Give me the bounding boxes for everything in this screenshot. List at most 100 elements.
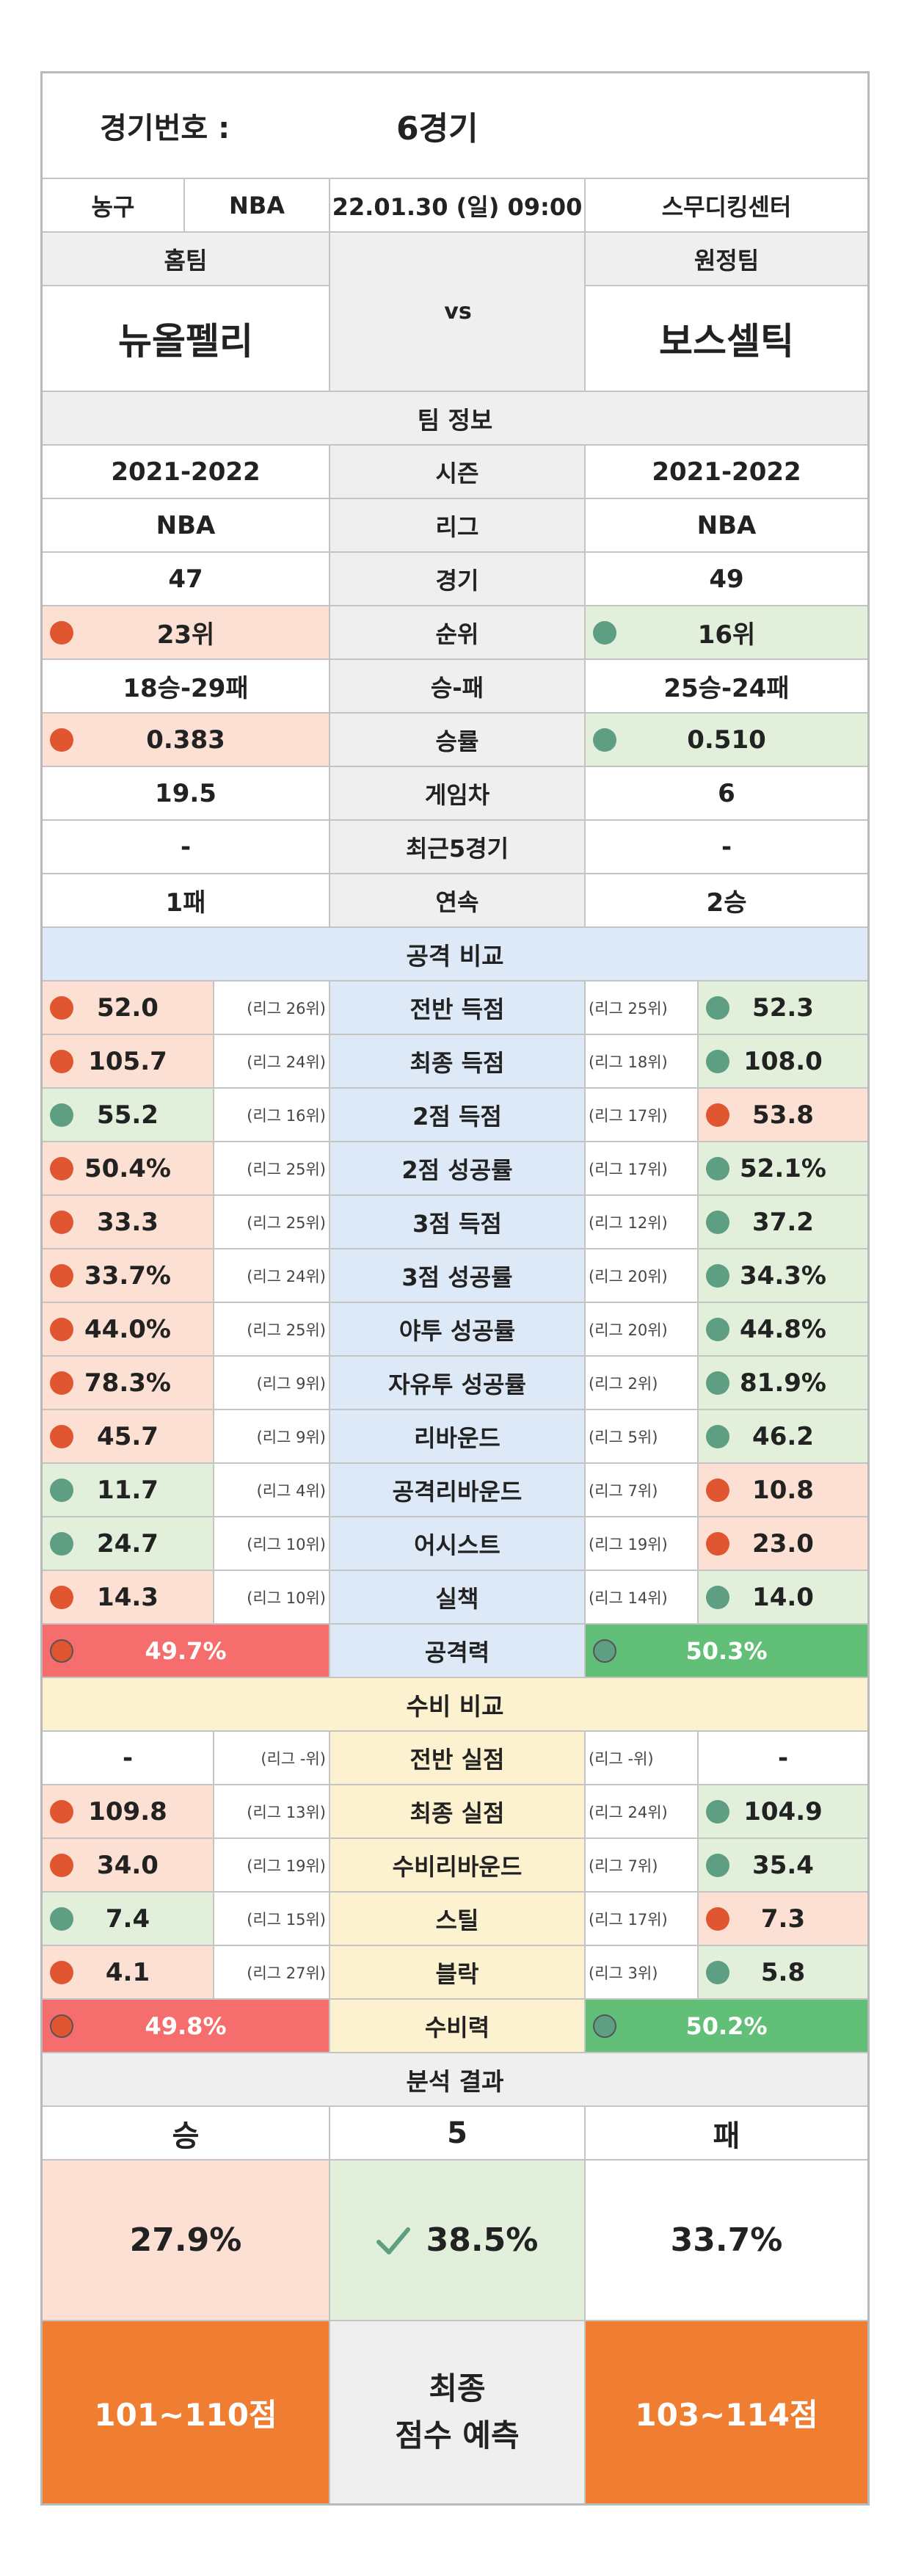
- away-value: 7.3: [760, 1904, 806, 1934]
- away-value: NBA: [696, 510, 757, 540]
- game-number-value: 6경기: [396, 110, 478, 148]
- home-value: 19.5: [155, 778, 216, 808]
- stat-label: 전반 실점: [410, 1745, 505, 1774]
- away-value: 108.0: [743, 1046, 823, 1076]
- status-dot-icon: [706, 995, 729, 1020]
- away-value: 37.2: [752, 1207, 814, 1237]
- home-rank: (리그 9위): [256, 1374, 326, 1393]
- away-rank: (리그 24위): [589, 1803, 668, 1821]
- team-info-row: 1패 연속 2승: [43, 874, 867, 928]
- home-value: 2021-2022: [111, 457, 261, 487]
- result-label-row: 승 5 패: [43, 2107, 867, 2160]
- stat-label: 순위: [435, 620, 479, 648]
- status-dot-icon: [593, 2014, 616, 2038]
- away-team-name: 보스셀틱: [659, 320, 794, 363]
- away-value: 0.510: [687, 725, 766, 755]
- stat-label: 최종 득점: [410, 1048, 505, 1077]
- stat-label: 실책: [435, 1584, 479, 1613]
- defense-row: 7.4 (리그 15위) 스틸 (리그 17위) 7.3: [43, 1893, 867, 1946]
- status-dot-icon: [593, 728, 616, 752]
- venue-cell: 스무디킹센터: [586, 179, 867, 233]
- stat-label: 자유투 성공률: [388, 1370, 526, 1398]
- away-value: 2승: [706, 888, 747, 918]
- home-rank: (리그 4위): [256, 1481, 326, 1500]
- home-value: 0.383: [146, 725, 225, 755]
- away-rank: (리그 3위): [589, 1964, 658, 1982]
- home-value: 52.0: [97, 993, 159, 1023]
- away-value: 14.0: [752, 1582, 814, 1612]
- stat-label: 경기: [435, 566, 479, 595]
- status-dot-icon: [593, 620, 616, 645]
- status-dot-icon: [706, 1156, 729, 1180]
- away-value: -: [777, 1743, 789, 1773]
- status-dot-icon: [706, 1478, 729, 1502]
- score-row: 101~110점 최종 점수 예측 103~114점: [43, 2321, 867, 2503]
- result-title: 분석 결과: [43, 2053, 867, 2107]
- attack-row: 11.7 (리그 4위) 공격리바운드 (리그 7위) 10.8: [43, 1464, 867, 1517]
- away-rank: (리그 7위): [589, 1857, 658, 1875]
- away-rank: (리그 2위): [589, 1374, 658, 1393]
- home-rank: (리그 10위): [247, 1535, 326, 1553]
- away-value: 49: [709, 564, 744, 594]
- home-rank: (리그 19위): [247, 1857, 326, 1875]
- away-rank: (리그 5위): [589, 1428, 658, 1446]
- stat-label: 3점 득점: [412, 1209, 502, 1238]
- team-info-row: 23위 순위 16위: [43, 606, 867, 660]
- status-dot-icon: [706, 1371, 729, 1395]
- away-total: 50.3%: [685, 1636, 768, 1665]
- attack-row: 50.4% (리그 25위) 2점 성공률 (리그 17위) 52.1%: [43, 1142, 867, 1196]
- home-value: 50.4%: [84, 1153, 171, 1183]
- stat-label: 2점 득점: [412, 1102, 502, 1131]
- home-value: 47: [168, 564, 203, 594]
- stat-label: 시즌: [435, 459, 479, 487]
- away-rank: (리그 18위): [589, 1053, 668, 1071]
- defense-title-text: 수비 비교: [406, 1691, 504, 1721]
- away-rank: (리그 17위): [589, 1106, 668, 1125]
- attack-title-row: 공격 비교: [43, 928, 867, 982]
- stat-label: 리그: [435, 512, 479, 541]
- win-label: 승: [172, 2119, 200, 2153]
- check-icon: [376, 2227, 410, 2254]
- stat-label: 최근5경기: [405, 834, 509, 863]
- team-info-title: 팀 정보: [43, 392, 867, 446]
- away-value: 52.1%: [740, 1153, 826, 1183]
- attack-row: 45.7 (리그 9위) 리바운드 (리그 5위) 46.2: [43, 1410, 867, 1464]
- vs-cell: [330, 233, 586, 286]
- status-dot-icon: [706, 1799, 729, 1824]
- stat-label: 리바운드: [414, 1423, 500, 1452]
- home-rank: (리그 10위): [247, 1589, 326, 1607]
- lose-label: 패: [713, 2119, 740, 2153]
- home-rank: (리그 25위): [247, 1213, 326, 1232]
- status-dot-icon: [50, 1103, 73, 1127]
- home-value: 34.0: [97, 1850, 159, 1880]
- home-value: 109.8: [88, 1796, 167, 1826]
- game-number-label: 경기번호 :: [100, 112, 230, 145]
- status-dot-icon: [50, 1585, 73, 1609]
- home-value: -: [180, 832, 192, 862]
- defense-title-row: 수비 비교: [43, 1678, 867, 1732]
- team-info-row: 19.5 게임차 6: [43, 767, 867, 821]
- home-value: 33.3: [97, 1207, 159, 1237]
- defense-row: 34.0 (리그 19위) 수비리바운드 (리그 7위) 35.4: [43, 1839, 867, 1893]
- away-value: 53.8: [752, 1100, 814, 1130]
- status-dot-icon: [50, 1317, 73, 1341]
- home-team-label: 홈팀: [164, 246, 208, 275]
- home-rank: (리그 24위): [247, 1053, 326, 1071]
- home-total: 49.8%: [145, 2011, 227, 2040]
- away-rank: (리그 17위): [589, 1910, 668, 1929]
- home-value: 7.4: [105, 1904, 150, 1934]
- away-value: 2021-2022: [652, 457, 801, 487]
- stat-label: 최종 실점: [410, 1799, 505, 1827]
- team-info-title-text: 팀 정보: [417, 405, 493, 435]
- status-dot-icon: [50, 1049, 73, 1073]
- defense-row: 109.8 (리그 13위) 최종 실점 (리그 24위) 104.9: [43, 1785, 867, 1839]
- status-dot-icon: [50, 1424, 73, 1448]
- status-dot-icon: [706, 1531, 729, 1556]
- away-team-label: 원정팀: [694, 246, 760, 275]
- home-rank: (리그 25위): [247, 1321, 326, 1339]
- sport-cell-text: 농구: [91, 192, 135, 221]
- info-row: 농구 NBA 22.01.30 (일) 09:00 스무디킹센터: [43, 179, 867, 233]
- home-rank: (리그 26위): [247, 999, 326, 1017]
- status-dot-icon: [50, 1960, 73, 1984]
- away-rank: (리그 20위): [589, 1267, 668, 1285]
